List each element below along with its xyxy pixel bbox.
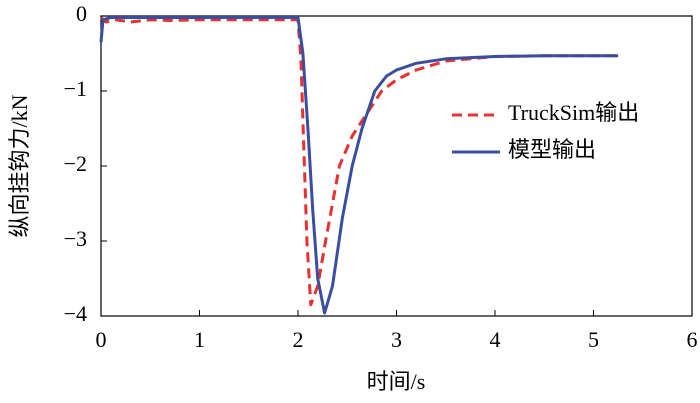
- x-axis-label: 时间/s: [367, 369, 426, 394]
- x-tick-label: 5: [588, 327, 599, 352]
- y-tick-label: −3: [64, 226, 87, 251]
- x-tick-label: 6: [687, 327, 698, 352]
- x-tick-label: 0: [96, 327, 107, 352]
- plot-frame: [100, 15, 693, 317]
- data-line: [99, 16, 619, 315]
- x-tick-label: 4: [490, 327, 501, 352]
- x-tick-label: 3: [391, 327, 402, 352]
- y-tick-label: −2: [64, 151, 87, 176]
- y-tick-label: 0: [76, 1, 87, 26]
- x-tick-label: 1: [194, 327, 205, 352]
- legend-label: TruckSim输出: [508, 100, 639, 125]
- x-tick-label: 2: [293, 327, 304, 352]
- y-tick-label: −1: [64, 76, 87, 101]
- legend-label: 模型输出: [508, 137, 596, 162]
- y-tick-label: −4: [64, 301, 87, 326]
- y-axis-label: 纵向挂钩力/kN: [7, 94, 32, 237]
